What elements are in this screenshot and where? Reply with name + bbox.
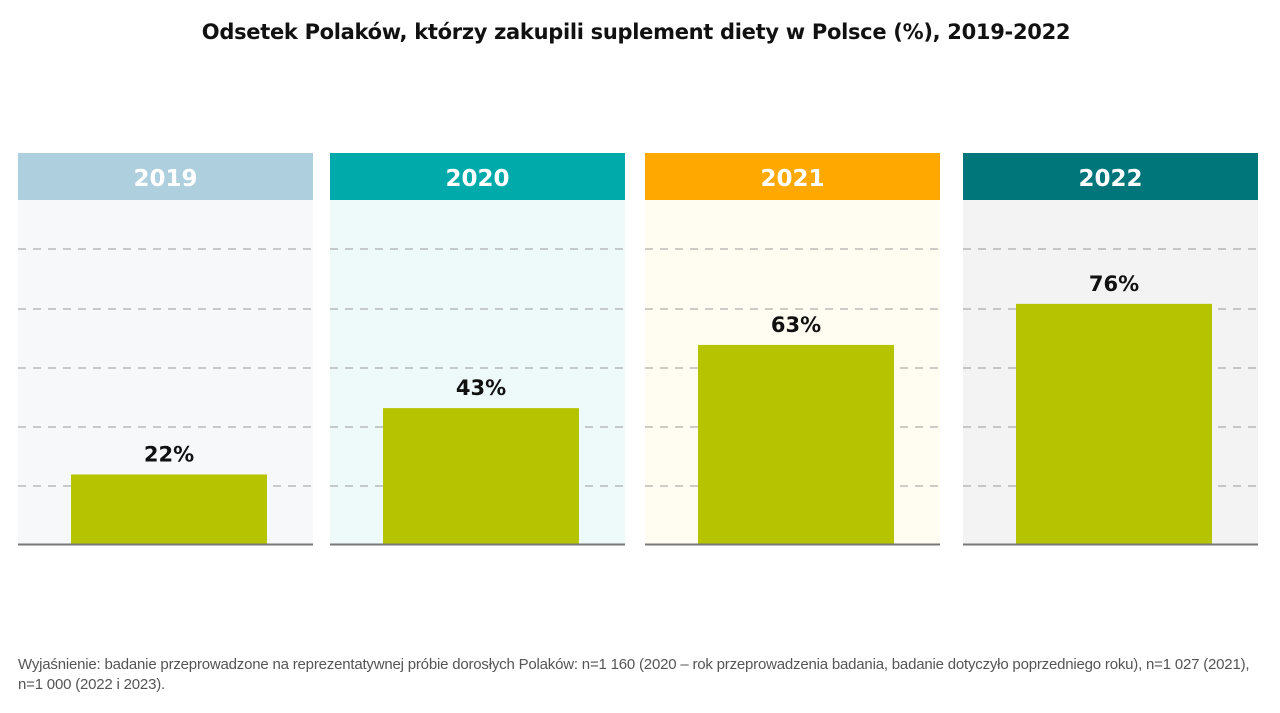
panel-header (963, 153, 1258, 200)
chart-title: Odsetek Polaków, którzy zakupili supleme… (201, 20, 1071, 44)
bar-chart: 2019 22% 2020 43% 2021 63% 2022 76% (18, 153, 1258, 546)
category-label: 2020 (445, 166, 509, 192)
data-label: 43% (456, 376, 506, 400)
category-label: 2019 (133, 166, 197, 192)
data-label: 63% (771, 313, 821, 337)
panel-header (18, 153, 313, 200)
bar (698, 344, 894, 544)
panel-header (645, 153, 940, 200)
bar (1016, 303, 1212, 544)
panel-header (330, 153, 625, 200)
bar (383, 408, 579, 544)
category-label: 2021 (760, 166, 824, 192)
bar (71, 474, 267, 544)
category-label: 2022 (1078, 166, 1142, 192)
data-label: 76% (1089, 272, 1139, 296)
data-label: 22% (144, 442, 194, 466)
footnote: Wyjaśnienie: badanie przeprowadzone na r… (18, 656, 1250, 693)
